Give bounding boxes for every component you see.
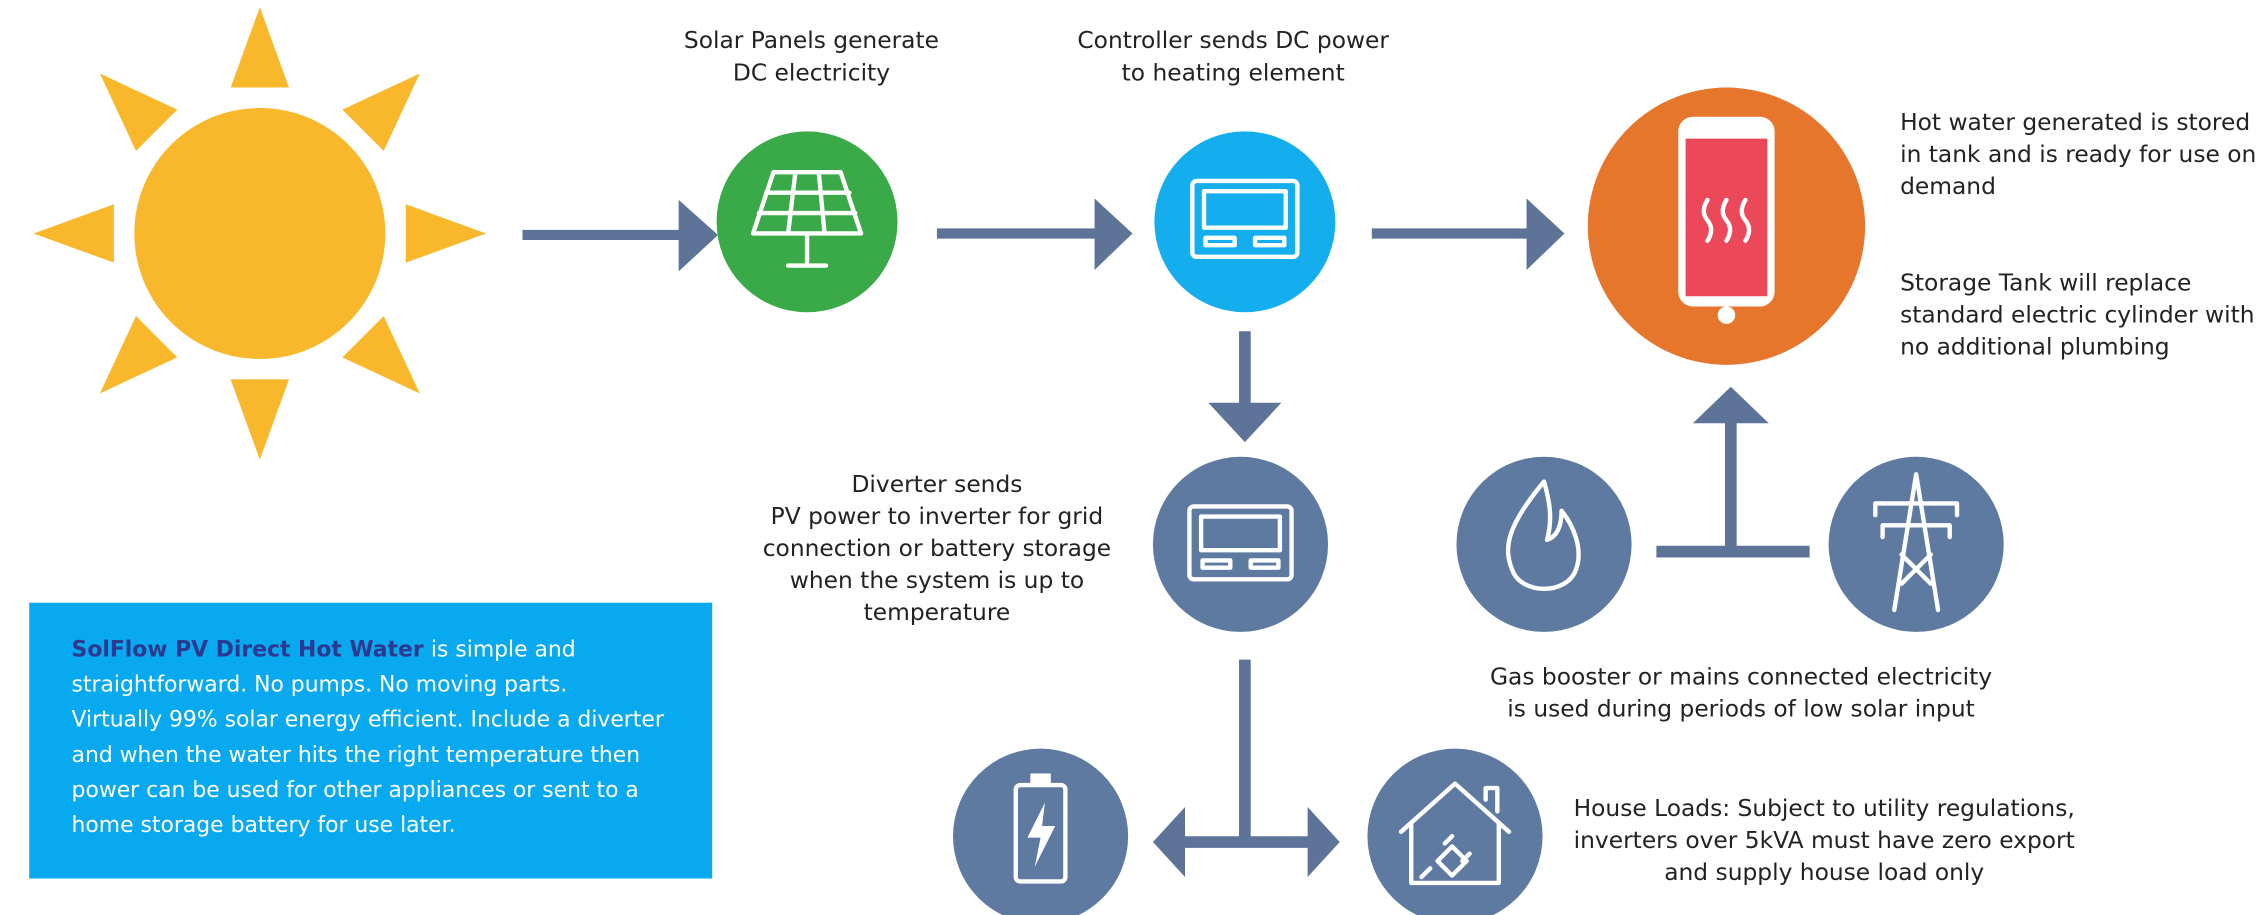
tank-label: demand — [1900, 172, 1996, 200]
battery-icon — [953, 749, 1128, 915]
tank-note: Storage Tank will replace — [1900, 268, 2191, 296]
tank-label: Hot water generated is stored — [1900, 108, 2250, 136]
tank-note: no additional plumbing — [1900, 333, 2169, 361]
diverter-label: PV power to inverter for grid — [771, 502, 1103, 530]
info-line: straightforward. No pumps. No moving par… — [72, 673, 568, 698]
info-line: SolFlow PV Direct Hot Water is simple and — [72, 638, 576, 663]
tank-icon — [1588, 88, 1865, 365]
diverter-label: when the system is up to — [790, 566, 1084, 594]
controller-label: to heating element — [1122, 58, 1345, 86]
info-box: SolFlow PV Direct Hot Water is simple and… — [29, 603, 712, 879]
house-label: inverters over 5kVA must have zero expor… — [1574, 826, 2075, 854]
info-highlight: SolFlow PV Direct Hot Water — [72, 638, 424, 663]
diverter-icon — [1153, 457, 1328, 632]
page: Solar Panels generate DC electricity Con… — [0, 0, 2265, 915]
info-line: power can be used for other appliances o… — [72, 778, 639, 803]
info-line: home storage battery for use later. — [72, 813, 456, 838]
diverter-label: connection or battery storage — [763, 534, 1111, 562]
tank-note: standard electric cylinder with — [1900, 301, 2254, 329]
pylon-icon — [1829, 457, 2004, 632]
house-label: and supply house load only — [1664, 858, 1984, 886]
house-label: House Loads: Subject to utility regulati… — [1574, 794, 2075, 822]
solar-panel-icon — [717, 131, 898, 312]
info-text: is simple and — [431, 638, 576, 663]
sun — [34, 7, 486, 459]
info-line: Virtually 99% solar energy efficient. In… — [72, 708, 664, 733]
controller-icon — [1154, 131, 1335, 312]
solar-label: DC electricity — [733, 58, 890, 86]
info-line: and when the water hits the right temper… — [72, 743, 641, 768]
diverter-label: Diverter sends — [851, 470, 1022, 498]
backup-label: Gas booster or mains connected electrici… — [1490, 662, 1992, 690]
backup-label: is used during periods of low solar inpu… — [1507, 695, 1974, 723]
gas-icon — [1456, 457, 1631, 632]
tank-label: in tank and is ready for use on — [1900, 140, 2256, 168]
diverter-label: temperature — [864, 598, 1011, 626]
controller-label: Controller sends DC power — [1077, 26, 1389, 54]
solar-label: Solar Panels generate — [684, 26, 939, 54]
house-icon — [1367, 749, 1542, 915]
diagram: Solar Panels generate DC electricity Con… — [0, 0, 2265, 915]
